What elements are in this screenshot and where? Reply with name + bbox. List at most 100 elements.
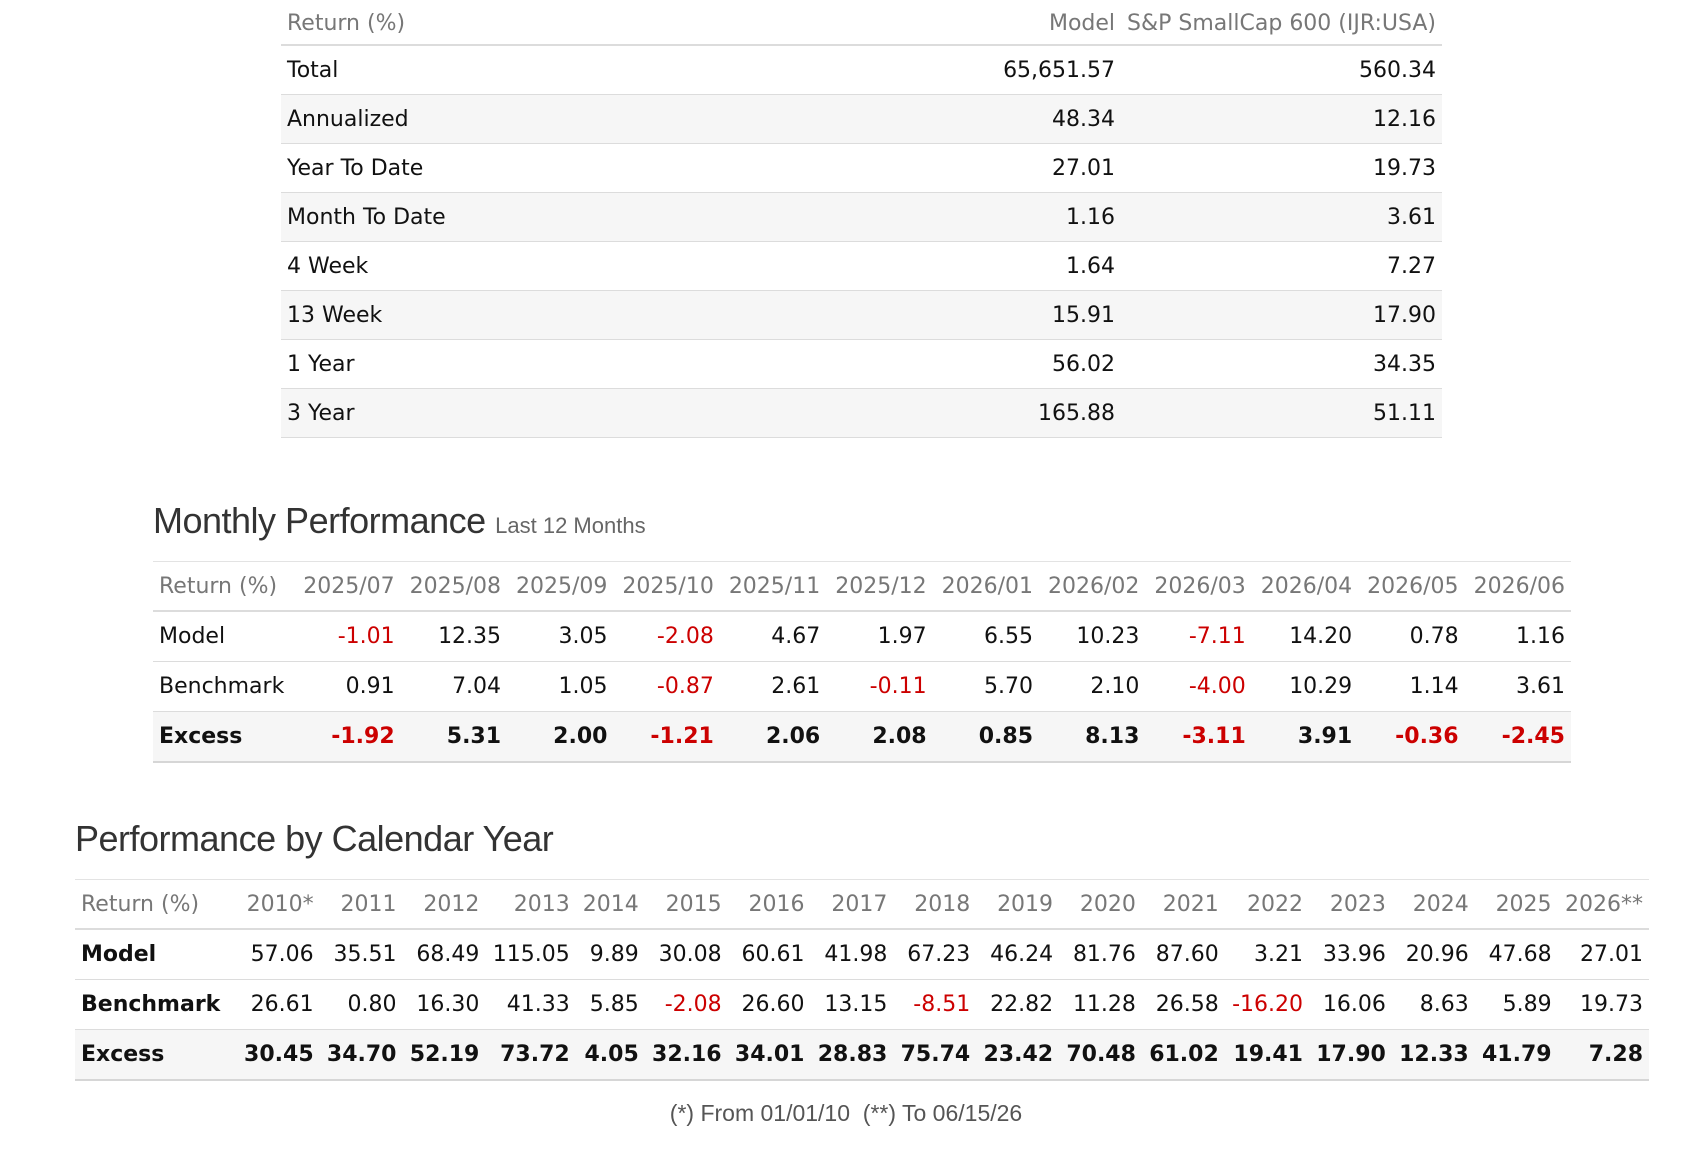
monthly-value: 0.78: [1358, 611, 1465, 662]
annual-value: 47.68: [1474, 929, 1558, 980]
monthly-value: 0.85: [932, 711, 1039, 763]
annual-value: 13.15: [810, 979, 894, 1030]
monthly-performance-title: Monthly Performance: [153, 500, 486, 541]
annual-value: 22.82: [976, 979, 1060, 1030]
monthly-row: Model -1.01 12.35 3.05 -2.08 4.67 1.97 6.55 10.2…: [153, 611, 1571, 662]
returns-row: Annualized 48.34 12.16: [281, 94, 1442, 144]
returns-model-value: 65,651.57: [961, 45, 1122, 95]
annual-value: 57.06: [236, 929, 320, 980]
annual-value: 52.19: [402, 1029, 486, 1081]
annual-period-header: 2020: [1059, 879, 1142, 930]
returns-row: 4 Week 1.64 7.27: [281, 241, 1442, 291]
annual-period-header: 2025: [1474, 879, 1558, 930]
annual-row: Benchmark 26.61 0.80 16.30 41.33 5.85 -2.08 26.…: [75, 979, 1649, 1030]
returns-benchmark-value: 12.16: [1121, 94, 1442, 144]
monthly-value: 6.55: [932, 611, 1039, 662]
returns-table: Return (%) Model S&P SmallCap 600 (IJR:U…: [281, 2, 1442, 438]
returns-benchmark-value: 17.90: [1121, 290, 1442, 340]
monthly-value: -7.11: [1145, 611, 1252, 662]
monthly-value: -1.92: [294, 711, 401, 763]
returns-row-label: Annualized: [281, 94, 962, 144]
monthly-value: -2.45: [1464, 711, 1571, 763]
monthly-value: 1.97: [826, 611, 933, 662]
annual-value: 3.21: [1224, 929, 1309, 980]
annual-period-header: 2016: [727, 879, 811, 930]
annual-value: 11.28: [1059, 979, 1142, 1030]
annual-value: 87.60: [1141, 929, 1225, 980]
returns-model-value: 56.02: [961, 339, 1122, 389]
returns-benchmark-value: 560.34: [1121, 45, 1442, 95]
monthly-period-header: 2025/07: [294, 561, 401, 612]
annual-period-header: 2018: [893, 879, 977, 930]
returns-model-value: 1.64: [961, 241, 1122, 291]
annual-value: 16.06: [1308, 979, 1392, 1030]
returns-row: Total 65,651.57 560.34: [281, 45, 1442, 95]
monthly-value: 1.14: [1358, 661, 1465, 712]
returns-model-value: 27.01: [961, 143, 1122, 193]
annual-period-header: 2013: [485, 879, 576, 930]
monthly-value: 12.35: [400, 611, 508, 662]
monthly-value: 7.04: [400, 661, 508, 712]
annual-period-header: 2015: [644, 879, 728, 930]
annual-header-row: Return (%) 2010* 2011 2012 2013 2014 2015 2016 2…: [75, 879, 1649, 930]
returns-model-value: 48.34: [961, 94, 1122, 144]
annual-value: 46.24: [976, 929, 1060, 980]
annual-value: 73.72: [485, 1029, 576, 1081]
annual-value: 19.73: [1557, 979, 1649, 1030]
returns-row-label: 1 Year: [281, 339, 962, 389]
monthly-value: 3.61: [1464, 661, 1571, 712]
annual-period-header: 2014: [575, 879, 645, 930]
calendar-year-heading: Performance by Calendar Year: [75, 818, 554, 859]
monthly-value: 2.00: [507, 711, 614, 763]
annual-row-label: Model: [75, 929, 237, 980]
returns-benchmark-value: 19.73: [1121, 143, 1442, 193]
annual-period-header: 2022: [1224, 879, 1309, 930]
returns-header-row: Return (%) Model S&P SmallCap 600 (IJR:U…: [281, 2, 1442, 46]
annual-value: 17.90: [1308, 1029, 1392, 1081]
annual-value: 115.05: [485, 929, 576, 980]
monthly-period-header: 2025/11: [719, 561, 827, 612]
monthly-value: 1.05: [507, 661, 614, 712]
annual-value: 70.48: [1059, 1029, 1142, 1081]
monthly-period-header: 2025/08: [400, 561, 508, 612]
returns-header-benchmark: S&P SmallCap 600 (IJR:USA): [1121, 2, 1442, 46]
annual-value: 34.70: [319, 1029, 403, 1081]
annual-value: 0.80: [319, 979, 403, 1030]
returns-benchmark-value: 51.11: [1121, 388, 1442, 438]
monthly-period-header: 2025/12: [826, 561, 933, 612]
footnote: (*) From 01/01/10 (**) To 06/15/26: [669, 1100, 1023, 1126]
monthly-value: -0.11: [826, 661, 933, 712]
returns-model-value: 165.88: [961, 388, 1122, 438]
monthly-value: -1.21: [613, 711, 720, 763]
monthly-value: 14.20: [1251, 611, 1359, 662]
monthly-value: -1.01: [294, 611, 401, 662]
monthly-value: 5.70: [932, 661, 1039, 712]
monthly-performance-table: Return (%) 2025/07 2025/08 2025/09 2025/10 20…: [153, 561, 1571, 763]
calendar-year-table: Return (%) 2010* 2011 2012 2013 2014 2015 2016 2…: [75, 879, 1649, 1081]
annual-period-header: 2021: [1141, 879, 1225, 930]
returns-row: 1 Year 56.02 34.35: [281, 339, 1442, 389]
returns-header-label: Return (%): [281, 2, 962, 46]
monthly-value: 10.29: [1251, 661, 1359, 712]
annual-value: 20.96: [1391, 929, 1475, 980]
annual-row: Model 57.06 35.51 68.49 115.05 9.89 30.08 60.61…: [75, 929, 1649, 980]
annual-value: 19.41: [1224, 1029, 1309, 1081]
monthly-period-header: 2026/02: [1039, 561, 1146, 612]
monthly-value: 1.16: [1464, 611, 1571, 662]
annual-period-header: 2010*: [236, 879, 320, 930]
annual-value: 7.28: [1557, 1029, 1649, 1081]
returns-row-label: 3 Year: [281, 388, 962, 438]
monthly-value: -3.11: [1145, 711, 1252, 763]
annual-value: 26.60: [727, 979, 811, 1030]
monthly-period-header: 2026/01: [932, 561, 1039, 612]
monthly-value: -0.36: [1358, 711, 1465, 763]
annual-value: 30.08: [644, 929, 728, 980]
monthly-performance-heading: Monthly Performance Last 12 Months: [153, 500, 646, 542]
annual-value: 60.61: [727, 929, 811, 980]
annual-value: 4.05: [575, 1029, 645, 1081]
annual-period-header: 2023: [1308, 879, 1392, 930]
annual-value: 41.33: [485, 979, 576, 1030]
annual-body: Model 57.06 35.51 68.49 115.05 9.89 30.08 60.61…: [75, 929, 1649, 1081]
monthly-value: 2.61: [719, 661, 827, 712]
annual-value: 8.63: [1391, 979, 1475, 1030]
